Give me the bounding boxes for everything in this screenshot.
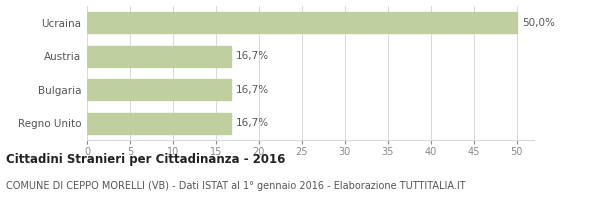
Text: 16,7%: 16,7% <box>236 118 269 128</box>
Text: COMUNE DI CEPPO MORELLI (VB) - Dati ISTAT al 1° gennaio 2016 - Elaborazione TUTT: COMUNE DI CEPPO MORELLI (VB) - Dati ISTA… <box>6 181 466 191</box>
Text: 16,7%: 16,7% <box>236 85 269 95</box>
Bar <box>87 12 517 33</box>
Text: Cittadini Stranieri per Cittadinanza - 2016: Cittadini Stranieri per Cittadinanza - 2… <box>6 153 286 166</box>
Text: 16,7%: 16,7% <box>236 51 269 61</box>
Bar <box>87 79 230 100</box>
Bar <box>87 46 230 67</box>
Text: 50,0%: 50,0% <box>522 18 555 28</box>
Bar <box>87 113 230 134</box>
